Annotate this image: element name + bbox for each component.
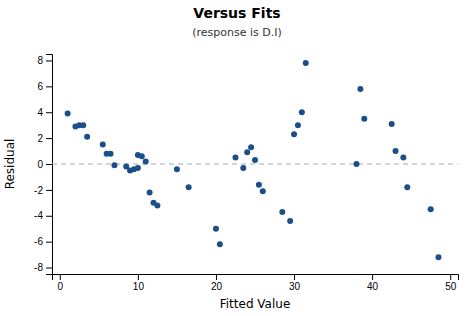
point [147,189,153,195]
point [435,254,441,260]
y-tick-mark [46,242,52,243]
y-tick-label: 8 [37,55,43,66]
x-tick-label: 20 [211,281,223,292]
point [393,148,399,154]
point [84,134,90,140]
point [186,184,192,190]
y-axis: -8 -6 -4 -2 0 2 4 6 8 [34,55,52,275]
x-tick: 50 [445,274,457,292]
x-tick-mark [216,274,217,280]
point [295,122,301,128]
y-tick: 0 [37,159,52,170]
y-tick-mark [46,216,52,217]
point [135,165,141,171]
y-tick: 2 [37,133,52,144]
x-tick: 10 [133,274,145,292]
x-tick-label: 0 [58,281,64,292]
y-axis-line [46,55,53,275]
point [139,153,145,159]
y-tick: -6 [34,236,52,247]
y-tick-label: -2 [34,185,43,196]
point [217,241,223,247]
point [287,218,293,224]
point [260,188,266,194]
y-tick-label: -8 [34,262,43,273]
y-tick: 8 [37,55,52,66]
y-tick: -8 [34,262,52,273]
point [248,144,254,150]
x-tick-mark [60,274,61,280]
title: Versus Fits [193,5,280,21]
point [108,151,114,157]
y-tick-label: -4 [34,210,43,221]
point [111,162,117,168]
x-tick-label: 10 [133,281,145,292]
y-axis-title: Residual [3,139,17,190]
y-tick-mark [46,138,52,139]
point [65,111,71,117]
x-tick-label: 50 [445,281,457,292]
point [354,161,360,167]
x-tick: 30 [289,274,301,292]
y-tick: 4 [37,107,52,118]
x-tick-mark [372,274,373,280]
point [404,184,410,190]
point [299,109,305,115]
point [80,122,86,128]
point [100,142,106,148]
y-tick-mark [46,164,52,165]
plot: 0 10 20 30 40 50 -8 -6 -4 -2 0 2 4 6 8 [34,55,458,293]
x-tick-label: 40 [367,281,379,292]
point [256,182,262,188]
point [400,155,406,161]
point [303,60,309,66]
y-tick-mark [46,112,52,113]
y-tick: 6 [37,81,52,92]
x-tick-mark [450,274,451,280]
y-tick-mark [46,190,52,191]
x-tick: 0 [58,274,64,292]
x-tick: 40 [367,274,379,292]
chart: Versus Fits(response is D.I)01020304050-… [0,0,474,316]
point [213,226,219,232]
x-tick-mark [138,274,139,280]
y-tick-label: -6 [34,236,43,247]
y-tick: -4 [34,210,52,221]
point [143,158,149,164]
x-tick-label: 30 [289,281,301,292]
subtitle: (response is D.I) [192,26,282,39]
point [428,206,434,212]
y-tick-mark [46,268,52,269]
point [240,165,246,171]
point [361,116,367,122]
x-tick: 20 [211,274,223,292]
x-axis-line [53,275,459,281]
y-tick-mark [46,86,52,87]
y-tick-label: 0 [37,159,43,170]
point [357,86,363,92]
x-axis-title: Fitted Value [220,297,291,311]
y-tick: -2 [34,185,52,196]
x-tick-mark [294,274,295,280]
y-tick-label: 4 [37,107,43,118]
point [389,121,395,127]
point [279,209,285,215]
point [244,149,250,155]
point [232,155,238,161]
y-tick-label: 6 [37,81,43,92]
x-axis: 0 10 20 30 40 50 [53,274,459,292]
point [154,202,160,208]
y-tick-label: 2 [37,133,43,144]
y-tick-mark [46,60,52,61]
point [174,166,180,172]
marks [52,60,458,260]
point [291,131,297,137]
point [252,157,258,163]
